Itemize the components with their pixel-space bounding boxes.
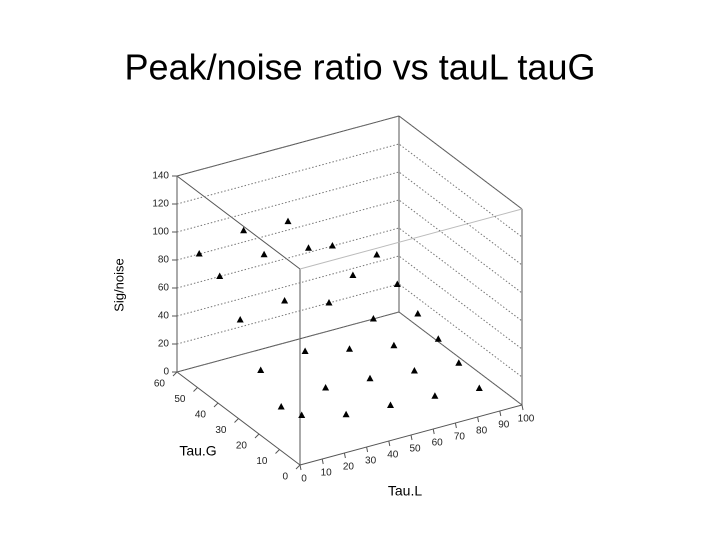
z-tick-label: 120 — [152, 199, 169, 210]
plot-area: 0204060801001201400102030405060708090100… — [111, 115, 535, 499]
y-tick-label: 60 — [154, 379, 166, 390]
data-point — [390, 341, 398, 349]
box-edge — [299, 208, 523, 270]
x-axis-title: Tau.L — [388, 483, 422, 499]
data-point — [284, 217, 292, 225]
grid-line — [176, 227, 523, 322]
data-point — [366, 374, 374, 382]
data-point — [260, 250, 268, 258]
tick-mark — [388, 440, 391, 447]
data-point — [257, 366, 265, 373]
tick-mark — [343, 452, 346, 459]
tick-mark — [213, 402, 219, 408]
tick-mark — [454, 422, 457, 429]
grid-line — [176, 311, 523, 406]
data-point — [387, 401, 394, 408]
tick-mark — [521, 404, 524, 411]
y-tick-label: 40 — [195, 410, 207, 421]
tick-mark — [366, 446, 369, 453]
z-tick-label: 20 — [158, 339, 170, 350]
x-tick-label: 80 — [476, 426, 488, 437]
y-tick-label: 0 — [282, 472, 288, 483]
data-point — [301, 347, 309, 354]
data-point — [346, 345, 353, 352]
y-axis-title: Tau.G — [179, 443, 216, 459]
y-tick-label: 30 — [215, 425, 227, 436]
grid-line — [176, 115, 523, 210]
x-tick-label: 0 — [301, 474, 307, 485]
x-tick-label: 40 — [387, 450, 399, 461]
data-point — [342, 410, 350, 418]
grid-line — [176, 255, 523, 350]
x-tick-label: 20 — [343, 462, 355, 473]
z-axis-title: Sig/noise — [111, 258, 126, 311]
tick-mark — [254, 433, 260, 439]
y-tick-label: 20 — [236, 441, 248, 452]
data-point — [236, 316, 244, 323]
data-point — [195, 250, 203, 257]
z-tick-label: 100 — [152, 227, 169, 238]
x-tick-label: 30 — [365, 456, 377, 467]
data-point — [322, 384, 330, 391]
tick-mark — [295, 464, 301, 470]
data-point — [455, 359, 463, 366]
data-point — [369, 315, 377, 322]
box-edge — [176, 115, 400, 177]
data-point — [277, 403, 285, 410]
data-point — [431, 392, 439, 399]
tick-mark — [193, 387, 198, 392]
x-tick-label: 90 — [498, 420, 510, 431]
data-point — [434, 335, 442, 342]
data-point — [328, 242, 336, 249]
z-tick-label: 140 — [152, 171, 169, 182]
z-tick-label: 0 — [163, 367, 169, 378]
data-point — [305, 244, 312, 251]
tick-mark — [321, 458, 324, 465]
data-point — [240, 226, 248, 234]
data-point — [281, 297, 289, 304]
tick-mark — [410, 434, 413, 441]
grid-line — [176, 199, 523, 294]
tick-mark — [299, 464, 302, 471]
data-point — [216, 272, 224, 279]
chart-title: Peak/noise ratio vs tauL tauG — [125, 47, 596, 88]
x-tick-label: 100 — [518, 414, 535, 425]
x-tick-label: 60 — [432, 438, 444, 449]
tick-mark — [172, 371, 178, 377]
box-edge — [176, 311, 400, 373]
data-point — [410, 367, 418, 374]
y-tick-label: 10 — [256, 456, 268, 467]
box-edge — [176, 175, 301, 270]
tick-mark — [477, 416, 480, 423]
grid-line — [176, 171, 523, 266]
data-point — [414, 310, 422, 317]
z-tick-label: 40 — [158, 311, 170, 322]
data-point — [393, 280, 401, 287]
data-point — [298, 411, 306, 418]
tick-mark — [432, 428, 435, 435]
grid-line — [176, 143, 523, 238]
y-tick-label: 50 — [174, 394, 186, 405]
x-tick-label: 50 — [409, 444, 421, 455]
x-tick-label: 10 — [321, 468, 333, 479]
x-tick-label: 70 — [454, 432, 466, 443]
tick-mark — [234, 418, 239, 423]
data-point — [475, 384, 483, 391]
data-point — [325, 299, 333, 306]
data-point — [349, 271, 357, 278]
data-point — [373, 251, 381, 258]
tick-mark — [275, 449, 280, 454]
z-tick-label: 80 — [158, 255, 170, 266]
z-tick-label: 60 — [158, 283, 170, 294]
grid-line — [176, 283, 523, 378]
tick-mark — [499, 410, 502, 417]
